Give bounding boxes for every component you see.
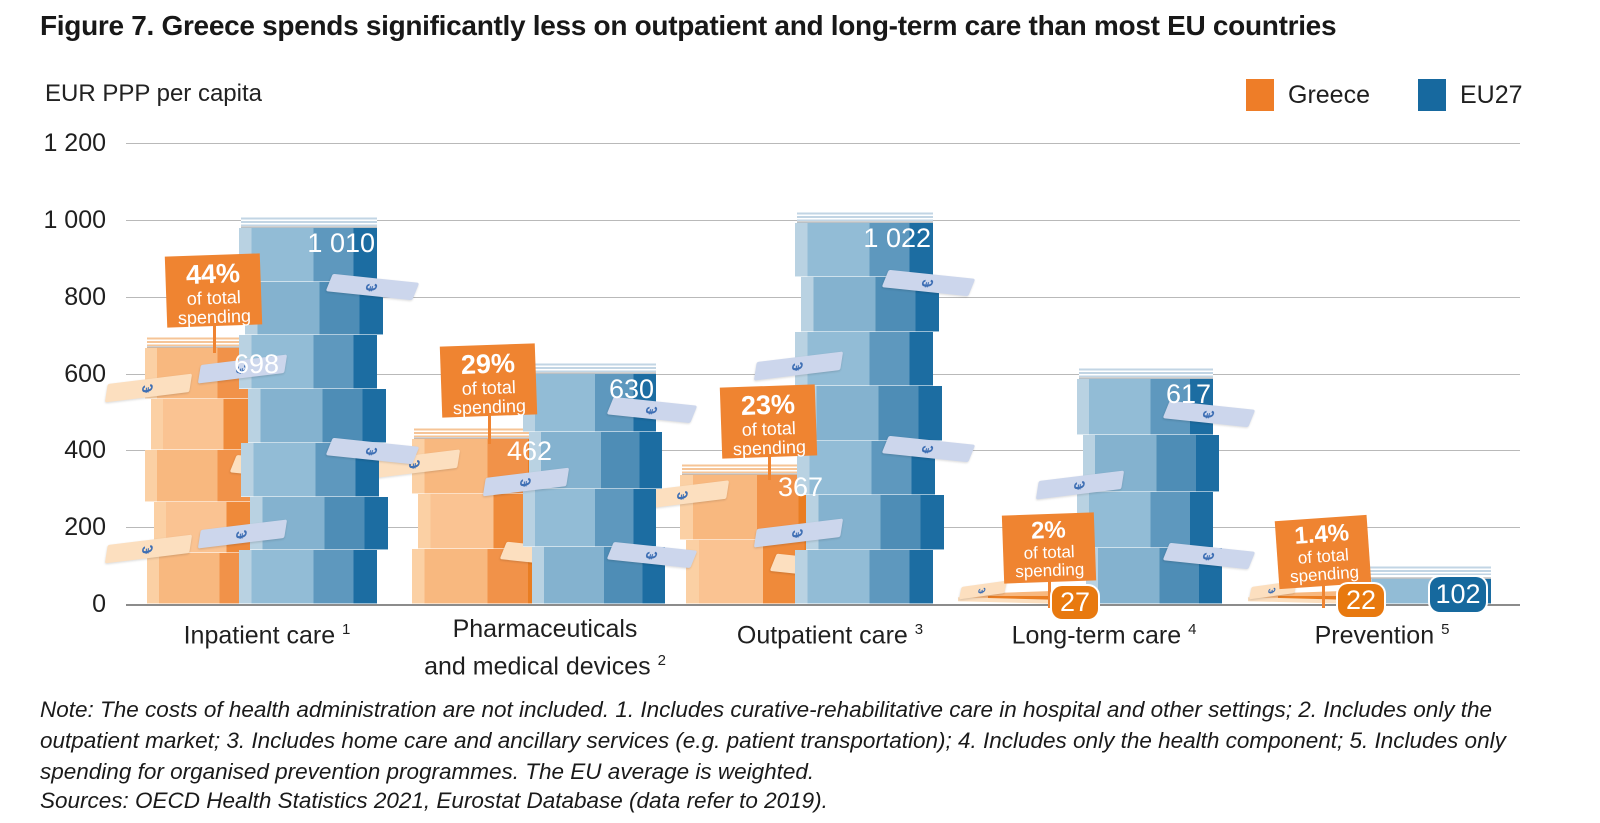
value-label-greece-inpatient-care: 698 <box>233 349 279 379</box>
x-category-label-pharmaceuticals: Pharmaceuticals and medical devices 2 <box>424 615 666 681</box>
callout-pole <box>1048 578 1051 608</box>
euro-glyph-icon: € <box>517 475 535 489</box>
y-tick-label: 800 <box>64 283 106 311</box>
share-percent: 29% <box>460 348 516 380</box>
banknote-stack-top <box>1362 565 1491 579</box>
y-axis-unit-label: EUR PPP per capita <box>45 80 262 107</box>
banknote-bundle <box>1077 491 1213 548</box>
legend: Greece EU27 <box>1246 79 1523 111</box>
share-percent: 23% <box>740 389 796 421</box>
y-tick-label: 200 <box>64 513 106 541</box>
bar-eu27-outpatient-care: € € € € <box>753 211 976 604</box>
value-label-eu27-inpatient-care: 1 010 <box>307 228 375 258</box>
banknote-bundle <box>248 389 386 443</box>
legend-item-eu27: EU27 <box>1417 79 1523 111</box>
banknote-stack-top <box>414 427 552 439</box>
share-callout-pharmaceuticals: 29% of total spending <box>439 343 538 419</box>
callout-pole <box>487 412 491 444</box>
x-category-label-long-term-care: Long-term care 4 <box>1011 621 1197 650</box>
euro-glyph-icon: € <box>233 527 252 541</box>
value-badge-greece-prevention: 22 <box>1338 584 1384 617</box>
value-badge-eu27-prevention: 102 <box>1430 577 1486 612</box>
share-caption: spending <box>177 305 252 329</box>
legend-label: EU27 <box>1459 80 1523 109</box>
banknote-stack-top <box>241 216 377 228</box>
banknote-stack-top <box>797 211 933 223</box>
value-label-eu27-outpatient-care: 1 022 <box>863 223 931 253</box>
euro-glyph-icon: € <box>1267 585 1279 595</box>
category-footnote: 3 <box>914 621 924 638</box>
y-tick-label: 0 <box>92 590 106 618</box>
banknote-bundle <box>239 550 377 604</box>
y-tick-label: 400 <box>64 436 106 464</box>
banknote-bundle <box>523 489 656 547</box>
euro-glyph-icon: € <box>362 446 383 456</box>
legend-swatch-greece <box>1246 79 1274 111</box>
figure-title: Figure 7. Greece spends significantly le… <box>40 10 1337 41</box>
euro-glyph-icon: € <box>642 550 662 560</box>
banknote-stack-top <box>682 463 823 475</box>
euro-glyph-icon: € <box>918 278 939 288</box>
callout-pole <box>767 453 771 480</box>
share-callout-inpatient-care: 44% of total spending <box>164 253 263 329</box>
legend-item-greece: Greece <box>1246 79 1370 111</box>
euro-glyph-icon: € <box>789 359 808 373</box>
bar-eu27-long-term-care: € € € <box>1035 367 1256 604</box>
euro-glyph-icon: € <box>362 282 383 292</box>
share-callout-prevention: 1.4% of total spending <box>1274 514 1372 590</box>
y-tick-label: 1 000 <box>43 206 106 234</box>
value-label-eu27-pharmaceuticals: 630 <box>608 374 654 404</box>
gridline <box>126 604 1520 606</box>
banknote-bundle <box>804 386 942 441</box>
euro-glyph-icon: € <box>1199 551 1219 561</box>
legend-swatch-eu27 <box>1417 79 1446 111</box>
gridline <box>126 143 1520 144</box>
value-badge-greece-long-term-care: 27 <box>1052 586 1098 619</box>
bar-eu27-pharmaceuticals: € € € <box>482 362 698 604</box>
category-footnote: 2 <box>657 652 666 669</box>
legend-label: Greece <box>1288 80 1370 109</box>
x-category-label-prevention: Prevention 5 <box>1314 621 1450 650</box>
callout-pole <box>212 322 216 353</box>
euro-glyph-icon: € <box>977 585 989 595</box>
y-tick-label: 1 200 <box>43 129 106 157</box>
bar-eu27-inpatient-care: € € € € <box>197 216 420 604</box>
figure-note: Note: The costs of health administration… <box>40 697 1506 784</box>
bar-greece-prevention: € <box>1247 580 1407 605</box>
banknote-stack-top <box>525 362 656 374</box>
x-category-label-inpatient-care: Inpatient care 1 <box>183 621 351 650</box>
y-tick-label: 600 <box>64 360 106 388</box>
share-percent: 44% <box>185 258 241 290</box>
figure-sources: Sources: OECD Health Statistics 2021, Eu… <box>40 788 828 813</box>
euro-glyph-icon: € <box>789 526 808 540</box>
euro-glyph-icon: € <box>918 444 939 454</box>
category-footnote: 1 <box>342 621 351 638</box>
share-caption: spending <box>732 436 807 460</box>
banknote-bundle <box>795 223 933 278</box>
share-callout-outpatient-care: 23% of total spending <box>719 384 818 460</box>
share-caption: spending <box>452 395 527 419</box>
banknote-bundle <box>795 549 933 604</box>
bar-greece-pharmaceuticals: €€ <box>369 427 595 604</box>
banknote-stack-top <box>1079 367 1213 379</box>
category-footnote: 5 <box>1441 621 1450 638</box>
euro-glyph-icon: € <box>139 381 158 395</box>
value-label-eu27-long-term-care: 617 <box>1165 379 1211 409</box>
euro-glyph-icon: € <box>1071 478 1089 492</box>
share-caption: spending <box>1014 559 1085 582</box>
share-percent: 2% <box>1030 516 1067 545</box>
banknote-bundle <box>239 228 377 282</box>
x-category-label-outpatient-care: Outpatient care 3 <box>736 621 924 650</box>
value-label-greece-pharmaceuticals: 462 <box>506 436 552 466</box>
value-label-greece-outpatient-care: 367 <box>777 472 823 502</box>
euro-glyph-icon: € <box>139 542 158 556</box>
callout-pole <box>1322 582 1325 608</box>
bar-greece-long-term-care: € <box>957 580 1117 605</box>
category-footnote: 4 <box>1188 621 1197 638</box>
share-callout-long-term-care: 2% of total spending <box>1001 512 1097 584</box>
